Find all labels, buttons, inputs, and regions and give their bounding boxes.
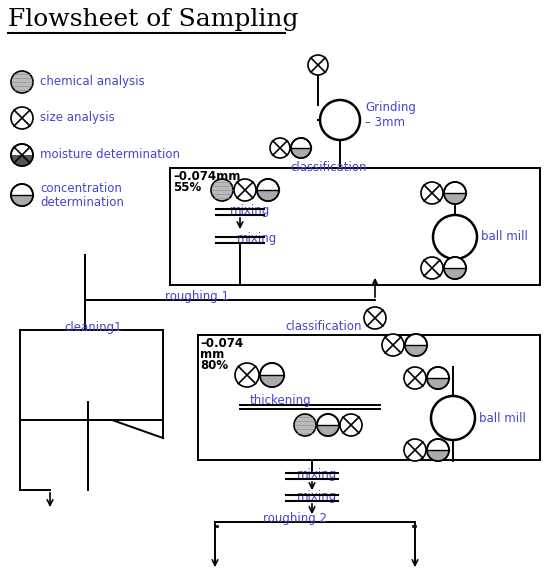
- Wedge shape: [317, 425, 339, 436]
- Text: 55%: 55%: [173, 181, 201, 194]
- Circle shape: [270, 138, 290, 158]
- Circle shape: [421, 182, 443, 204]
- Text: mixing: mixing: [297, 468, 337, 481]
- Text: mm: mm: [200, 348, 224, 361]
- Wedge shape: [444, 193, 466, 204]
- Circle shape: [257, 179, 279, 201]
- Circle shape: [427, 367, 449, 389]
- Circle shape: [364, 307, 386, 329]
- Text: mixing: mixing: [297, 490, 337, 503]
- Wedge shape: [11, 155, 33, 166]
- Circle shape: [421, 257, 443, 279]
- Circle shape: [11, 71, 33, 93]
- Circle shape: [235, 363, 259, 387]
- Circle shape: [433, 215, 477, 259]
- Circle shape: [405, 334, 427, 356]
- Circle shape: [308, 55, 328, 75]
- Circle shape: [404, 367, 426, 389]
- Circle shape: [234, 179, 256, 201]
- Circle shape: [294, 414, 316, 436]
- Text: classification: classification: [290, 161, 366, 174]
- Text: Flowsheet of Sampling: Flowsheet of Sampling: [8, 8, 298, 31]
- Circle shape: [340, 414, 362, 436]
- Text: mixing: mixing: [237, 232, 277, 245]
- Circle shape: [404, 439, 426, 461]
- Circle shape: [260, 363, 284, 387]
- Text: Grinding
– 3mm: Grinding – 3mm: [365, 101, 416, 129]
- Circle shape: [11, 184, 33, 206]
- Wedge shape: [260, 375, 284, 387]
- Text: moisture determination: moisture determination: [40, 148, 180, 162]
- Text: thickening: thickening: [250, 394, 311, 407]
- Circle shape: [11, 107, 33, 129]
- Circle shape: [431, 396, 475, 440]
- Text: ball mill: ball mill: [481, 230, 528, 244]
- Wedge shape: [405, 345, 427, 356]
- Text: ball mill: ball mill: [479, 412, 526, 424]
- Wedge shape: [444, 268, 466, 279]
- Circle shape: [317, 414, 339, 436]
- Text: chemical analysis: chemical analysis: [40, 75, 144, 89]
- Text: concentration: concentration: [40, 181, 122, 195]
- Circle shape: [320, 100, 360, 140]
- Wedge shape: [427, 378, 449, 389]
- Text: classification: classification: [285, 320, 362, 333]
- Text: cleaning1: cleaning1: [64, 321, 122, 334]
- Wedge shape: [291, 148, 311, 158]
- Text: 80%: 80%: [200, 359, 228, 372]
- Circle shape: [11, 144, 33, 166]
- Text: mixing: mixing: [230, 204, 270, 217]
- Circle shape: [427, 439, 449, 461]
- Text: determination: determination: [40, 196, 124, 208]
- Circle shape: [444, 182, 466, 204]
- Text: –0.074mm: –0.074mm: [173, 170, 240, 183]
- Circle shape: [444, 257, 466, 279]
- Text: roughing 2: roughing 2: [263, 512, 327, 525]
- Text: size analysis: size analysis: [40, 112, 115, 124]
- Circle shape: [291, 138, 311, 158]
- Text: –0.074: –0.074: [200, 337, 243, 350]
- Wedge shape: [257, 190, 279, 201]
- Circle shape: [211, 179, 233, 201]
- Text: roughing 1: roughing 1: [165, 290, 229, 303]
- Wedge shape: [427, 450, 449, 461]
- Wedge shape: [11, 195, 33, 206]
- Circle shape: [382, 334, 404, 356]
